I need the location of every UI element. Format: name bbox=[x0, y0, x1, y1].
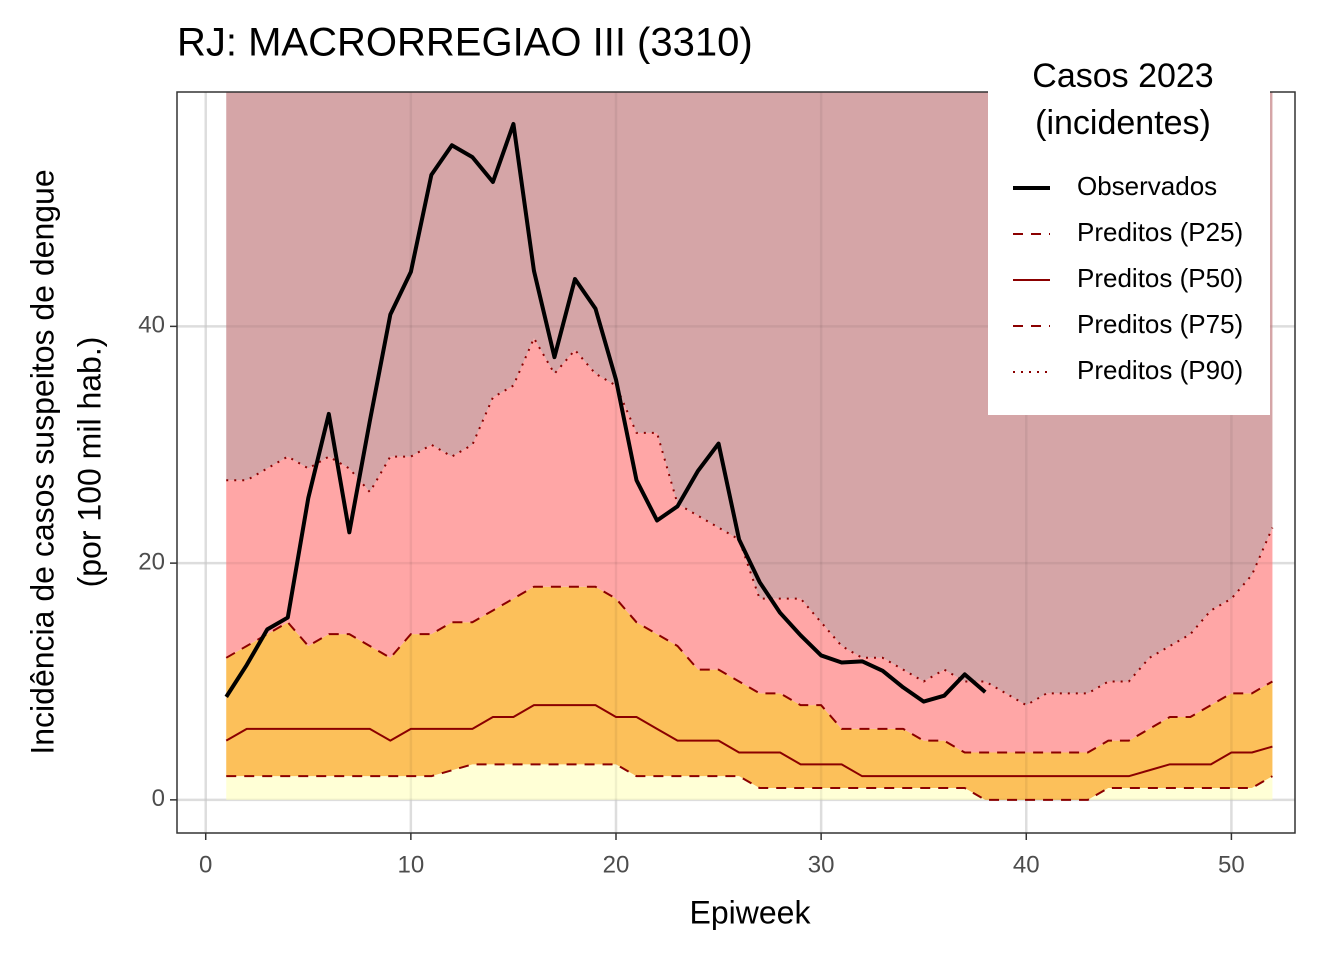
x-tick-label: 50 bbox=[1218, 851, 1245, 878]
series-line bbox=[224, 121, 987, 704]
y-tick-label: 20 bbox=[138, 548, 165, 575]
y-axis-label: Incidência de casos suspeitos de dengue bbox=[24, 169, 60, 754]
legend-title: Casos 2023 bbox=[1032, 57, 1213, 95]
x-tick-label: 20 bbox=[603, 851, 630, 878]
x-tick-label: 10 bbox=[398, 851, 425, 878]
legend-box bbox=[988, 60, 1270, 415]
plot-border bbox=[176, 91, 1296, 834]
legend-label: Preditos (P75) bbox=[1077, 309, 1243, 339]
series-line bbox=[225, 704, 1273, 778]
legend-label: Observados bbox=[1077, 171, 1217, 201]
band bbox=[226, 338, 1273, 753]
band bbox=[226, 586, 1273, 800]
legend-title: (incidentes) bbox=[1035, 104, 1211, 142]
series-line bbox=[226, 763, 1273, 801]
x-tick-label: 40 bbox=[1013, 851, 1040, 878]
y-axis-label: (por 100 mil hab.) bbox=[71, 337, 107, 588]
legend-label: Preditos (P25) bbox=[1077, 217, 1243, 247]
x-tick-label: 30 bbox=[808, 851, 835, 878]
legend-label: Preditos (P50) bbox=[1077, 263, 1243, 293]
y-tick-label: 0 bbox=[152, 785, 165, 812]
band bbox=[226, 764, 1273, 800]
y-tick-label: 40 bbox=[138, 312, 165, 339]
x-tick-label: 0 bbox=[199, 851, 212, 878]
x-axis-label: Epiweek bbox=[690, 894, 812, 930]
chart-title: RJ: MACRORREGIAO III (3310) bbox=[177, 21, 753, 65]
legend-label: Preditos (P90) bbox=[1077, 355, 1243, 385]
series-line bbox=[225, 585, 1273, 754]
